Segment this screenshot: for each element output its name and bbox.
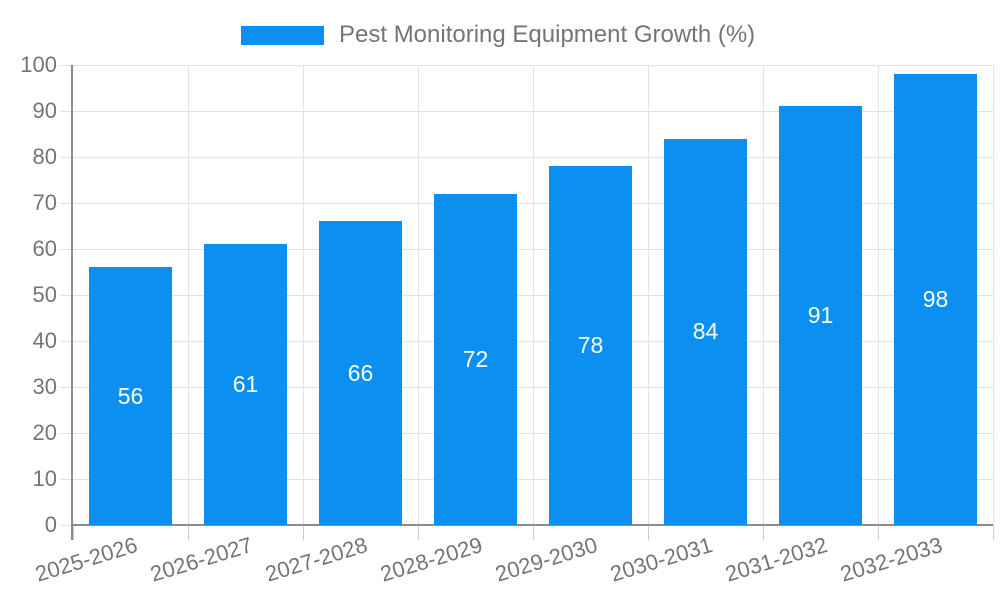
x-axis-tick <box>418 525 419 540</box>
y-axis-tick-label: 20 <box>32 420 57 445</box>
x-axis-category-label: 2026-2027 <box>147 532 256 587</box>
v-gridline <box>648 65 649 525</box>
y-axis-tick-label: 10 <box>32 466 57 491</box>
x-axis-tick <box>188 525 189 540</box>
y-axis-tick-label: 30 <box>32 374 57 399</box>
y-axis-tick-label: 100 <box>20 52 57 77</box>
v-gridline <box>533 65 534 525</box>
y-axis-tick <box>60 479 73 480</box>
bar-2027-2028[interactable]: 66 <box>319 221 402 525</box>
v-gridline <box>418 65 419 525</box>
x-axis-tick <box>303 525 304 540</box>
x-axis-tick <box>73 525 74 540</box>
y-axis-tick <box>60 157 73 158</box>
bar-value-label: 91 <box>807 302 834 329</box>
y-axis-tick-label: 60 <box>32 236 57 261</box>
y-axis-tick-label: 40 <box>32 328 57 353</box>
bar-2028-2029[interactable]: 72 <box>434 193 517 525</box>
bar-2031-2032[interactable]: 91 <box>779 106 862 525</box>
bar-2026-2027[interactable]: 61 <box>204 244 287 525</box>
y-axis-tick-label: 50 <box>32 282 57 307</box>
v-gridline <box>188 65 189 525</box>
bar-value-label: 56 <box>117 382 144 409</box>
legend-label: Pest Monitoring Equipment Growth (%) <box>339 21 756 48</box>
y-axis-line <box>71 65 73 540</box>
y-axis-tick-label: 80 <box>32 144 57 169</box>
y-axis-tick <box>60 433 73 434</box>
x-axis-category-label: 2025-2026 <box>32 532 141 587</box>
y-axis-tick <box>60 525 73 526</box>
bar-value-label: 66 <box>347 359 374 386</box>
x-axis-tick <box>763 525 764 540</box>
y-axis-tick-label: 70 <box>32 190 57 215</box>
y-axis-tick <box>60 387 73 388</box>
y-axis-tick <box>60 341 73 342</box>
bar-value-label: 72 <box>462 345 489 372</box>
bar-2029-2030[interactable]: 78 <box>549 166 632 525</box>
bar-2032-2033[interactable]: 98 <box>894 74 977 525</box>
x-axis-category-label: 2028-2029 <box>377 532 486 587</box>
y-axis-tick <box>60 111 73 112</box>
x-axis-line <box>71 524 993 526</box>
bar-2025-2026[interactable]: 56 <box>89 267 172 525</box>
x-axis-tick <box>533 525 534 540</box>
x-axis-category-label: 2027-2028 <box>262 532 371 587</box>
v-gridline <box>763 65 764 525</box>
y-axis-tick-label: 90 <box>32 98 57 123</box>
x-axis-tick <box>648 525 649 540</box>
x-axis-category-label: 2029-2030 <box>492 532 601 587</box>
x-axis-category-label: 2031-2032 <box>722 532 831 587</box>
v-gridline <box>878 65 879 525</box>
bar-value-label: 61 <box>232 371 259 398</box>
y-axis-tick <box>60 65 73 66</box>
v-gridline <box>993 65 994 525</box>
x-axis-tick <box>993 525 994 540</box>
v-gridline <box>303 65 304 525</box>
y-axis-tick <box>60 295 73 296</box>
bar-value-label: 98 <box>922 286 949 313</box>
chart-legend-item[interactable]: Pest Monitoring Equipment Growth (%) <box>241 21 755 49</box>
x-axis-tick <box>878 525 879 540</box>
y-axis-tick <box>60 249 73 250</box>
bar-value-label: 84 <box>692 318 719 345</box>
y-axis-tick <box>60 203 73 204</box>
legend-color-swatch <box>241 25 324 45</box>
x-axis-category-label: 2030-2031 <box>607 532 716 587</box>
bar-2030-2031[interactable]: 84 <box>664 138 747 525</box>
x-axis-category-label: 2032-2033 <box>837 532 946 587</box>
bar-value-label: 78 <box>577 332 604 359</box>
y-axis-tick-label: 0 <box>44 512 57 537</box>
